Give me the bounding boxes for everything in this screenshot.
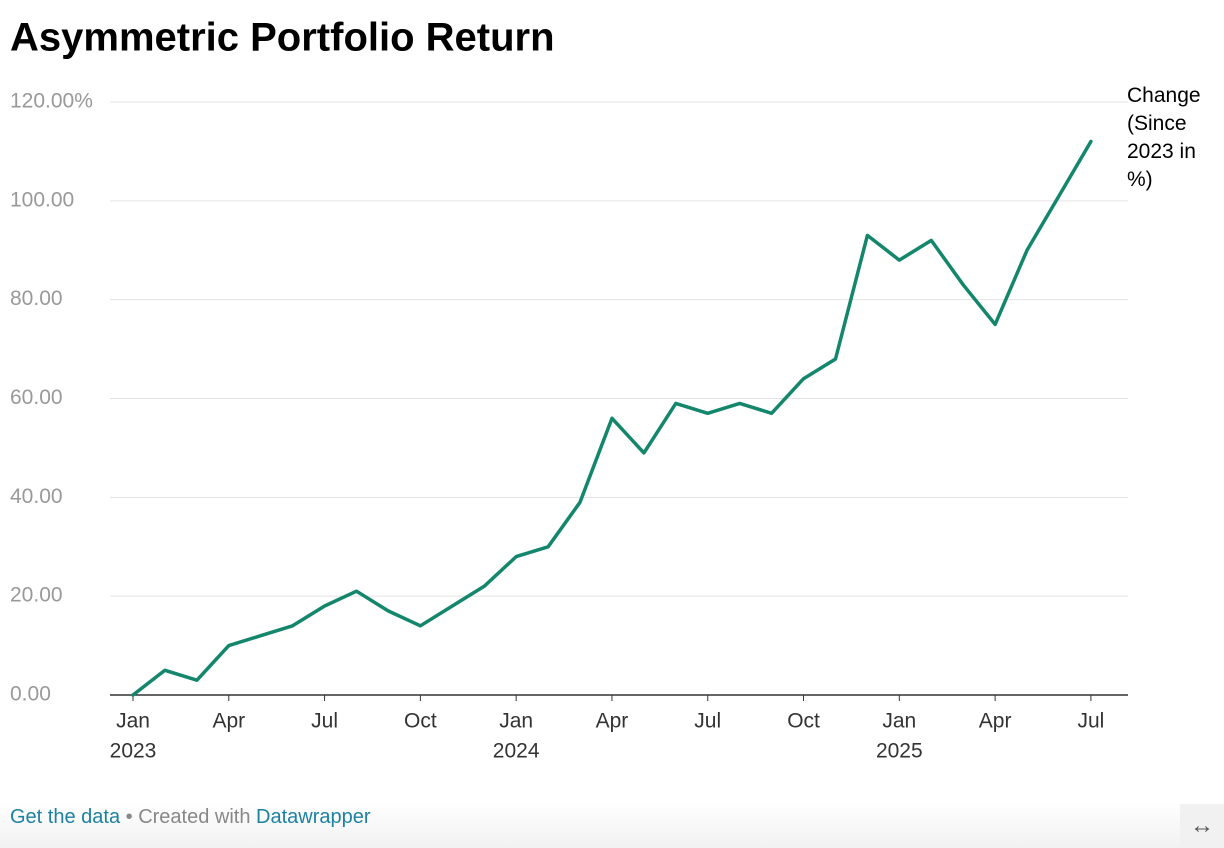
x-tick-label: Jan: [116, 710, 150, 733]
x-tick-label: Jan: [499, 710, 533, 733]
y-tick-label: 0.00: [10, 683, 51, 706]
x-tick-label: Oct: [787, 710, 820, 733]
plot: [131, 139, 1093, 697]
datawrapper-link[interactable]: Datawrapper: [256, 806, 371, 828]
x-tick-label: Apr: [979, 710, 1012, 733]
x-tick-label: Apr: [212, 710, 245, 733]
y-tick-label: 100.00: [10, 188, 74, 211]
footer-text: • Created with: [125, 806, 251, 828]
x-year-label: 2024: [493, 740, 540, 763]
x-tick-label: Jan: [882, 710, 916, 733]
y-tick-label: 20.00: [10, 584, 63, 607]
y-tick-label: 60.00: [10, 386, 63, 409]
x-tick-label: Jul: [1077, 710, 1104, 733]
x-year-label: 2025: [876, 740, 923, 763]
chart: Asymmetric Portfolio Return 0.00 20.00 40.…: [10, 16, 1201, 763]
series-label-box: Change (Since 2023 in %): [1127, 84, 1201, 191]
grid: 0.00 20.00 40.00 60.00 80.00 100.00 120.00% Jan…: [10, 90, 1128, 763]
resize-icon[interactable]: ↔: [1180, 804, 1224, 848]
x-tick-label: Oct: [404, 710, 437, 733]
y-tick-label: 80.00: [10, 287, 63, 310]
x-tick-label: Jul: [311, 710, 338, 733]
x-tick-label: Apr: [596, 710, 629, 733]
line: [131, 139, 1093, 697]
series-label: Change (Since 2023 in %): [1127, 84, 1201, 191]
y-tick-label: 40.00: [10, 485, 63, 508]
get-data-link[interactable]: Get the data: [10, 806, 121, 828]
footer-bar: [0, 800, 1224, 848]
x-tick-label: Jul: [694, 710, 721, 733]
x-year-label: 2023: [110, 740, 157, 763]
y-tick-label: 120.00%: [10, 90, 93, 113]
chart-title: Asymmetric Portfolio Return: [10, 16, 555, 60]
footer: Get the data • Created with Datawrapper: [10, 806, 371, 829]
